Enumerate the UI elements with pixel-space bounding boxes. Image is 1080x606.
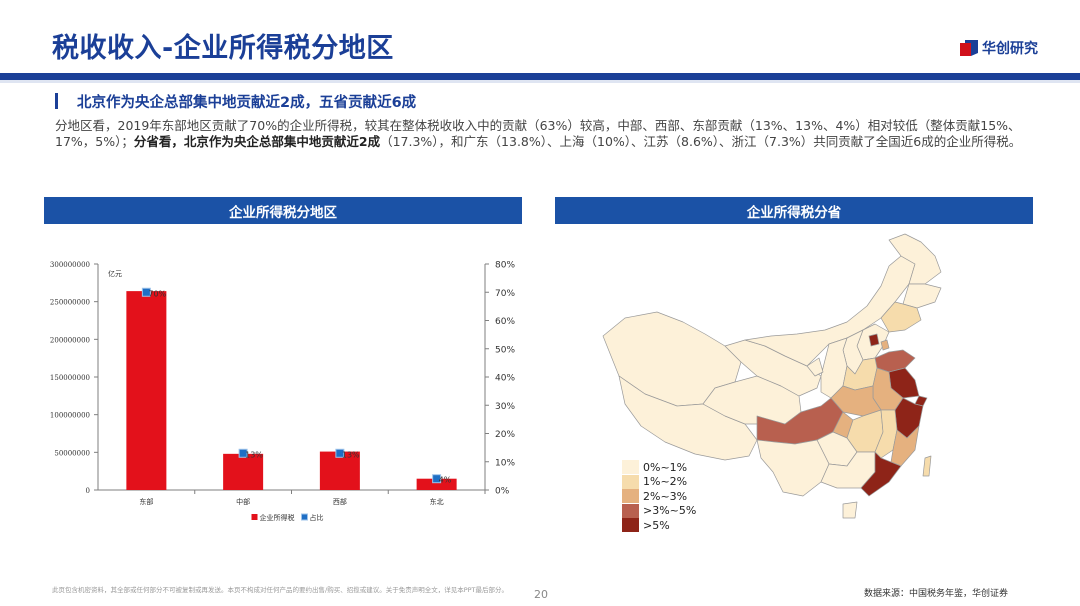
- page-number: 20: [534, 588, 548, 601]
- right-tick-label: 60%: [495, 317, 515, 327]
- legend-swatch-1: [622, 474, 639, 489]
- legend-label: 0%~1%: [643, 460, 688, 474]
- summary-paragraph: 分地区看，2019年东部地区贡献了70%的企业所得税，较其在整体税收收入中的贡献…: [55, 118, 1035, 150]
- legend-bar-label: 企业所得税: [260, 513, 295, 522]
- map-region-taiwan: [922, 455, 932, 477]
- x-tick-label: 东部: [139, 497, 153, 506]
- brand-logo: 华创研究: [960, 38, 1038, 58]
- legend-swatch-2: [622, 489, 639, 504]
- left-tick-label: 300000000: [50, 261, 90, 269]
- right-tick-label: 80%: [495, 261, 515, 271]
- right-tick-label: 40%: [495, 374, 515, 384]
- legend-swatch-0: [622, 460, 639, 475]
- subtitle-marker: [55, 93, 58, 109]
- right-tick-label: 30%: [495, 402, 515, 412]
- right-tick-label: 20%: [495, 430, 515, 440]
- map-region-ningxia: [806, 357, 824, 377]
- ratio-marker: [141, 287, 151, 297]
- ratio-label: 13%: [245, 450, 263, 459]
- legend-item: 0%~1%: [622, 460, 696, 475]
- left-tick-label: 200000000: [50, 336, 90, 344]
- logo-mark-icon: [960, 39, 978, 56]
- ratio-label: 4%: [439, 476, 452, 485]
- x-tick-label: 西部: [333, 497, 347, 506]
- legend-item: 1%~2%: [622, 474, 696, 490]
- data-source: 数据来源：中国税务年鉴，华创证券: [864, 589, 1009, 599]
- legend-item: 2%~3%: [622, 489, 696, 504]
- right-panel-header: 企业所得税分省: [555, 197, 1033, 224]
- map-region-qinghai: [702, 375, 802, 425]
- chart-bar: [126, 291, 167, 490]
- legend-label: >3%~5%: [643, 504, 697, 518]
- chart-bar: [223, 453, 264, 490]
- legend-bar-swatch: [251, 514, 258, 520]
- map-region-guangdong: [860, 451, 902, 497]
- header-divider: [0, 73, 1080, 80]
- map-region-jilin: [902, 283, 942, 309]
- section-subtitle: 北京作为央企总部集中地贡献近2成，五省贡献近6成: [77, 95, 417, 111]
- left-tick-label: 150000000: [50, 374, 90, 382]
- map-region-shandong: [874, 349, 916, 373]
- left-tick-label: 100000000: [50, 412, 90, 420]
- summary-part-1: 分地区看，2019年东部地区贡献了70%的企业所得税，较其在整体税收收入中的贡献…: [55, 118, 1021, 149]
- summary-part-2-bold: 分省看，北京作为央企总部集中地贡献近2成: [133, 134, 381, 149]
- map-region-hainan: [842, 501, 858, 519]
- page-title: 税收收入-企业所得税分地区: [52, 33, 394, 64]
- header-divider-shadow: [0, 80, 1080, 83]
- ratio-marker: [432, 474, 442, 484]
- chart-bar: [416, 478, 457, 490]
- map-region-heilongjiang: [888, 233, 942, 285]
- map-legend: 0%~1% 1%~2% 2%~3% >3%~5% >5%: [622, 460, 696, 533]
- x-tick-label: 中部: [236, 497, 250, 506]
- map-region-liaoning: [880, 301, 922, 333]
- map-region-tianjin: [880, 339, 890, 351]
- map-region-jiangxi: [874, 409, 898, 459]
- summary-part-3: （17.3%），和广东（13.8%）、上海（10%）、江苏（8.6%）、浙江（7…: [380, 134, 1022, 149]
- ratio-label: 70%: [148, 289, 166, 298]
- map-region-beijing: [868, 333, 880, 347]
- left-tick-label: 0: [86, 487, 90, 495]
- map-region-tibet: [618, 375, 758, 461]
- legend-label: >5%: [643, 518, 670, 532]
- right-tick-label: 0%: [495, 487, 510, 497]
- region-tax-chart: 0 50000000 100000000 150000000 200000000 2500…: [50, 261, 516, 523]
- right-tick-label: 10%: [495, 458, 515, 468]
- map-region-hubei: [830, 385, 882, 417]
- disclaimer-text: 此页包含机密资料，其全部或任何部分不可被复制或再发送。本页不构成对任何产品的要约…: [52, 586, 508, 594]
- left-panel-header: 企业所得税分地区: [44, 197, 522, 224]
- chart-bar: [319, 451, 360, 490]
- ratio-marker: [238, 448, 248, 458]
- logo-text: 华创研究: [982, 41, 1038, 57]
- left-tick-label: 250000000: [50, 299, 90, 307]
- legend-ratio-swatch: [301, 513, 308, 521]
- legend-item: >5%: [622, 518, 696, 533]
- legend-ratio-label: 占比: [310, 513, 324, 522]
- x-tick-label: 东北: [430, 497, 444, 506]
- right-tick-label: 70%: [495, 289, 515, 299]
- ratio-label: 13%: [342, 450, 360, 459]
- ratio-marker: [335, 448, 345, 458]
- legend-swatch-4: [622, 518, 639, 533]
- legend-swatch-3: [622, 503, 639, 518]
- left-tick-label: 50000000: [54, 449, 90, 457]
- left-axis-unit: 亿元: [108, 269, 122, 278]
- legend-label: 2%~3%: [643, 489, 688, 503]
- legend-label: 1%~2%: [643, 475, 688, 489]
- province-tax-map: [602, 233, 942, 519]
- map-region-yunnan: [756, 439, 830, 497]
- right-tick-label: 50%: [495, 345, 515, 355]
- legend-item: >3%~5%: [622, 503, 697, 519]
